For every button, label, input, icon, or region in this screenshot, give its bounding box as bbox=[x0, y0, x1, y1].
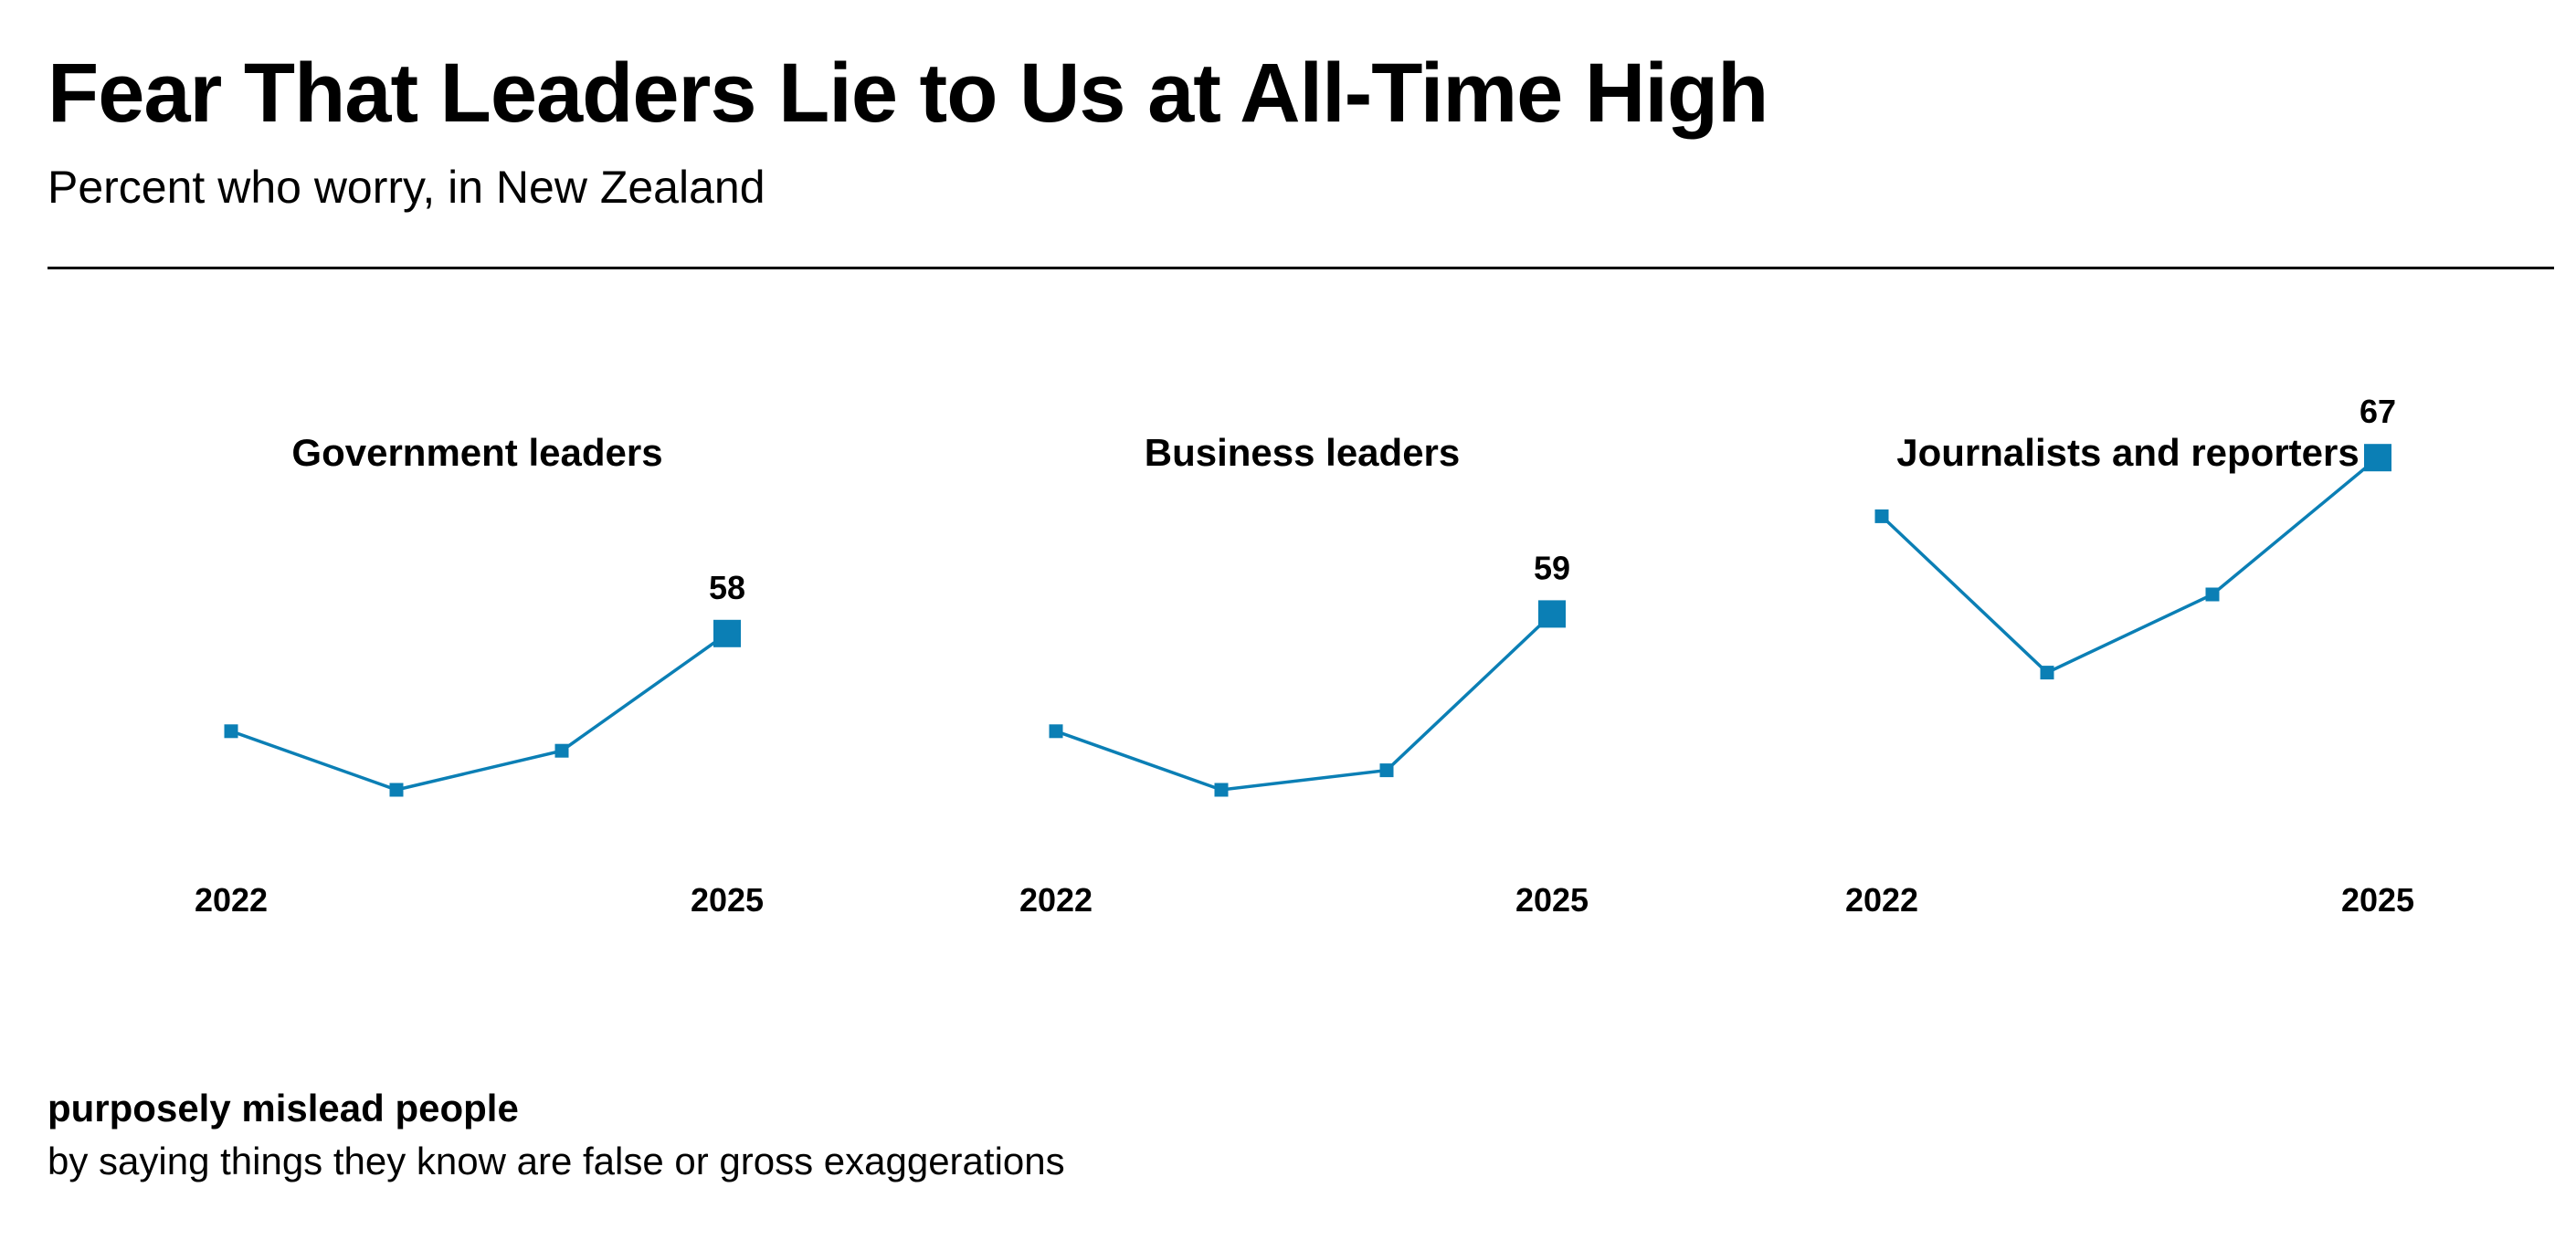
series-line-business bbox=[1055, 613, 1554, 792]
footnote-title: purposely mislead people bbox=[48, 1087, 519, 1130]
x-tick-end-government: 2025 bbox=[691, 881, 764, 919]
data-point-government-2025 bbox=[713, 619, 741, 647]
end-value-label-journalists: 67 bbox=[2360, 393, 2396, 430]
panel-title-journalists: Journalists and reporters bbox=[1896, 431, 2359, 474]
chart-panel-journalists: Journalists and reporters 2022 2025 67 bbox=[1845, 393, 2414, 919]
chart-title: Fear That Leaders Lie to Us at All-Time … bbox=[48, 47, 1768, 140]
data-point-journalists-2024 bbox=[2205, 587, 2220, 602]
data-point-business-2025 bbox=[1538, 600, 1566, 628]
chart-panel-government: Government leaders 2022 2025 58 bbox=[195, 431, 764, 919]
x-tick-end-business: 2025 bbox=[1515, 881, 1589, 919]
x-tick-start-government: 2022 bbox=[195, 881, 268, 919]
data-point-business-2023 bbox=[1214, 783, 1229, 797]
data-point-business-2024 bbox=[1379, 763, 1394, 778]
data-point-journalists-2022 bbox=[1874, 509, 1889, 523]
chart-panel-business: Business leaders 2022 2025 59 bbox=[1019, 431, 1589, 919]
header-divider bbox=[48, 267, 2554, 269]
series-line-journalists bbox=[1880, 456, 2380, 675]
end-value-label-business: 59 bbox=[1534, 549, 1570, 586]
data-point-business-2022 bbox=[1049, 724, 1063, 739]
x-tick-end-journalists: 2025 bbox=[2341, 881, 2414, 919]
panel-title-government: Government leaders bbox=[291, 431, 662, 474]
chart-subtitle: Percent who worry, in New Zealand bbox=[48, 162, 765, 213]
data-point-government-2023 bbox=[389, 783, 404, 797]
data-point-journalists-2023 bbox=[2040, 666, 2054, 680]
footnote-text: by saying things they know are false or … bbox=[48, 1140, 1065, 1182]
panel-title-business: Business leaders bbox=[1145, 431, 1461, 474]
x-tick-start-journalists: 2022 bbox=[1845, 881, 1918, 919]
data-point-journalists-2025 bbox=[2364, 444, 2391, 472]
end-value-label-government: 58 bbox=[709, 569, 745, 606]
data-point-government-2024 bbox=[554, 743, 569, 758]
x-tick-start-business: 2022 bbox=[1019, 881, 1093, 919]
series-line-government bbox=[230, 632, 729, 792]
data-point-government-2022 bbox=[224, 724, 238, 739]
